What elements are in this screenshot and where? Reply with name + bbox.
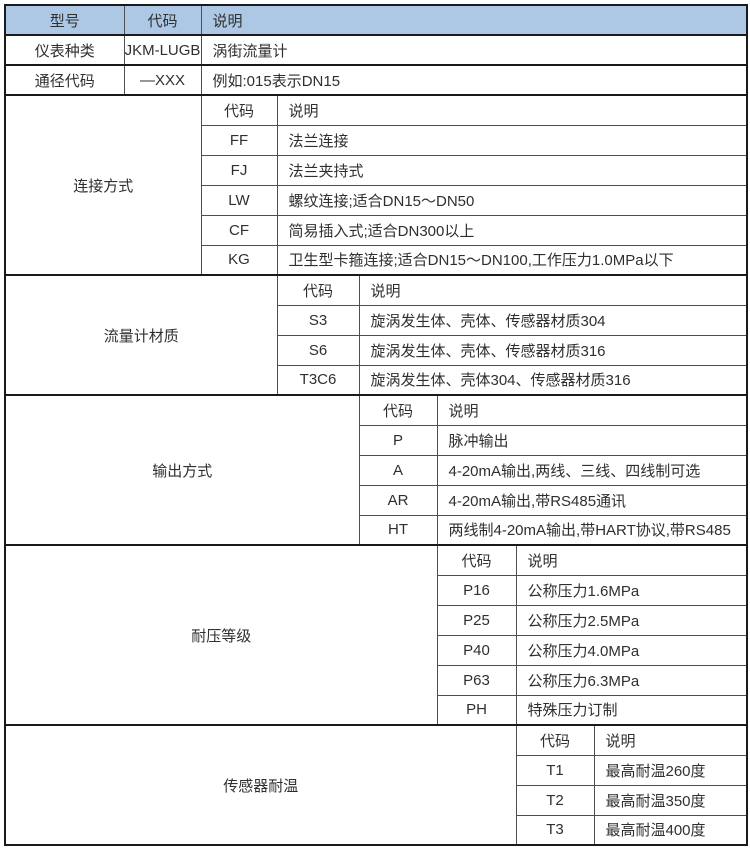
section-code-cell: KG bbox=[200, 244, 278, 276]
section-row: T1 最高耐温260度 bbox=[5, 754, 748, 786]
section-header-row: 耐压等级 代码 说明 bbox=[4, 544, 748, 726]
section-desc-cell: 4-20mA输出,带RS485通讯 bbox=[436, 484, 748, 516]
table-row: 通径代码 —XXX 例如:015表示DN15 bbox=[4, 64, 748, 96]
header-model-cell: 型号 bbox=[4, 4, 125, 36]
section-desc-header-cell: 说明 bbox=[276, 94, 748, 126]
section-row: A 4-20mA输出,两线、三线、四线制可选 bbox=[5, 454, 748, 486]
table-row: 仪表种类 JKM-LUGB 涡街流量计 bbox=[4, 34, 748, 66]
section-code-header-cell: 代码 bbox=[358, 394, 438, 426]
section-desc-cell: 公称压力1.6MPa bbox=[515, 574, 748, 606]
section-code-cell: CF bbox=[200, 214, 278, 246]
table-header-row: 型号 代码 说明 bbox=[4, 4, 748, 36]
header-code-cell: 代码 bbox=[123, 4, 202, 36]
section-row: PH 特殊压力订制 bbox=[5, 694, 748, 726]
section-desc-cell: 两线制4-20mA输出,带HART协议,带RS485 bbox=[436, 514, 748, 546]
section-row: CF 简易插入式;适合DN300以上 bbox=[5, 214, 748, 246]
section-code-header-cell: 代码 bbox=[276, 274, 360, 306]
section-header-row: 流量计材质 代码 说明 bbox=[4, 274, 748, 396]
section-desc-cell: 卫生型卡箍连接;适合DN15～DN100,工作压力1.0MPa以下 bbox=[276, 244, 748, 276]
section-code-cell: HT bbox=[358, 514, 438, 546]
section-code-cell: P25 bbox=[436, 604, 517, 636]
section-desc-cell: 最高耐温400度 bbox=[593, 814, 748, 846]
section-desc-cell: 特殊压力订制 bbox=[515, 694, 748, 726]
section-code-cell: S6 bbox=[276, 334, 360, 366]
section-code-cell: P16 bbox=[436, 574, 517, 606]
section-code-cell: A bbox=[358, 454, 438, 486]
section-code-cell: AR bbox=[358, 484, 438, 516]
section-row: T2 最高耐温350度 bbox=[5, 784, 748, 816]
section-desc-cell: 公称压力6.3MPa bbox=[515, 664, 748, 696]
section-desc-cell: 法兰连接 bbox=[276, 124, 748, 156]
section-desc-cell: 简易插入式;适合DN300以上 bbox=[276, 214, 748, 246]
section-code-cell: T2 bbox=[515, 784, 595, 816]
section-desc-cell: 脉冲输出 bbox=[436, 424, 748, 456]
section-desc-cell: 旋涡发生体、壳体304、传感器材质316 bbox=[358, 364, 748, 396]
section-code-cell: T3 bbox=[515, 814, 595, 846]
row-label-cell: 通径代码 bbox=[4, 64, 125, 96]
section-desc-header-cell: 说明 bbox=[593, 724, 748, 756]
section-header-row: 连接方式 代码 说明 bbox=[4, 94, 748, 276]
section-desc-header-cell: 说明 bbox=[515, 544, 748, 576]
section-header-row: 传感器耐温 代码 说明 bbox=[4, 724, 748, 846]
section-row: FF 法兰连接 bbox=[5, 124, 748, 156]
section-code-header-cell: 代码 bbox=[515, 724, 595, 756]
section-code-header-cell: 代码 bbox=[436, 544, 517, 576]
section-desc-cell: 旋涡发生体、壳体、传感器材质304 bbox=[358, 304, 748, 336]
section-header-row: 输出方式 代码 说明 bbox=[4, 394, 748, 546]
model-selection-table: 型号 代码 说明 仪表种类 JKM-LUGB 涡街流量计 通径代码 —XXX 例… bbox=[4, 4, 749, 846]
section-desc-cell: 4-20mA输出,两线、三线、四线制可选 bbox=[436, 454, 748, 486]
row-desc-cell: 例如:015表示DN15 bbox=[200, 64, 748, 96]
section-row: P63 公称压力6.3MPa bbox=[5, 664, 748, 696]
section-code-cell: PH bbox=[436, 694, 517, 726]
section-desc-cell: 公称压力2.5MPa bbox=[515, 604, 748, 636]
section-desc-cell: 旋涡发生体、壳体、传感器材质316 bbox=[358, 334, 748, 366]
section-label-cell: 耐压等级 bbox=[4, 544, 438, 726]
section-code-cell: P63 bbox=[436, 664, 517, 696]
section-row: P25 公称压力2.5MPa bbox=[5, 604, 748, 636]
section-desc-header-cell: 说明 bbox=[358, 274, 748, 306]
section-label-cell: 连接方式 bbox=[4, 94, 202, 276]
section-desc-cell: 螺纹连接;适合DN15～DN50 bbox=[276, 184, 748, 216]
section-row: T3 最高耐温400度 bbox=[5, 814, 748, 846]
section-code-cell: P bbox=[358, 424, 438, 456]
section-row: FJ 法兰夹持式 bbox=[5, 154, 748, 186]
section-row: P 脉冲输出 bbox=[5, 424, 748, 456]
row-code-cell: —XXX bbox=[123, 64, 202, 96]
section-row: HT 两线制4-20mA输出,带HART协议,带RS485 bbox=[5, 514, 748, 546]
header-desc-cell: 说明 bbox=[200, 4, 748, 36]
section-desc-cell: 最高耐温260度 bbox=[593, 754, 748, 786]
row-label-cell: 仪表种类 bbox=[4, 34, 125, 66]
section-label-cell: 传感器耐温 bbox=[4, 724, 517, 846]
section-code-cell: FJ bbox=[200, 154, 278, 186]
section-code-cell: P40 bbox=[436, 634, 517, 666]
section-code-cell: S3 bbox=[276, 304, 360, 336]
section-desc-header-cell: 说明 bbox=[436, 394, 748, 426]
section-row: P16 公称压力1.6MPa bbox=[5, 574, 748, 606]
section-label-cell: 流量计材质 bbox=[4, 274, 278, 396]
section-row: AR 4-20mA输出,带RS485通讯 bbox=[5, 484, 748, 516]
section-code-cell: FF bbox=[200, 124, 278, 156]
section-desc-cell: 最高耐温350度 bbox=[593, 784, 748, 816]
section-code-cell: T1 bbox=[515, 754, 595, 786]
section-row: S6 旋涡发生体、壳体、传感器材质316 bbox=[5, 334, 748, 366]
section-label-cell: 输出方式 bbox=[4, 394, 360, 546]
row-code-cell: JKM-LUGB bbox=[123, 34, 202, 66]
section-desc-cell: 公称压力4.0MPa bbox=[515, 634, 748, 666]
section-code-cell: LW bbox=[200, 184, 278, 216]
section-row: LW 螺纹连接;适合DN15～DN50 bbox=[5, 184, 748, 216]
section-row: KG 卫生型卡箍连接;适合DN15～DN100,工作压力1.0MPa以下 bbox=[5, 244, 748, 276]
section-code-header-cell: 代码 bbox=[200, 94, 278, 126]
section-code-cell: T3C6 bbox=[276, 364, 360, 396]
section-desc-cell: 法兰夹持式 bbox=[276, 154, 748, 186]
section-row: T3C6 旋涡发生体、壳体304、传感器材质316 bbox=[5, 364, 748, 396]
row-desc-cell: 涡街流量计 bbox=[200, 34, 748, 66]
